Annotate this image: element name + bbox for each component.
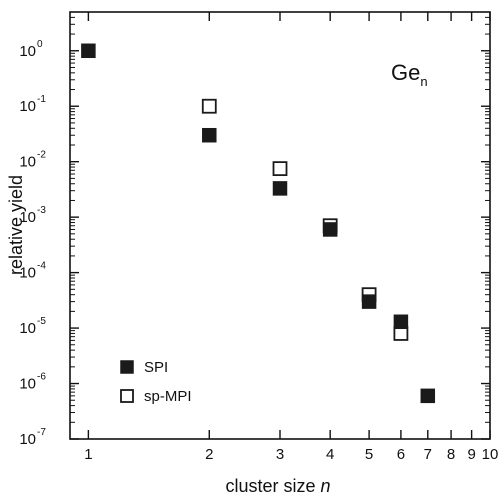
x-tick-label: 1 — [84, 446, 92, 463]
data-point-spi — [272, 181, 288, 196]
data-point-spi — [393, 314, 409, 330]
x-tick-label: 9 — [467, 446, 475, 463]
y-tick-exponent: -1 — [37, 94, 46, 105]
legend: SPI sp-MPI — [120, 359, 192, 405]
x-tick-label: 4 — [326, 446, 334, 463]
data-point-sp-mpi — [393, 326, 409, 341]
x-tick-label: 3 — [276, 446, 284, 463]
data-point-spi — [81, 43, 96, 59]
annotation-main: Ge — [391, 60, 420, 85]
y-tick-label: 10 — [19, 209, 36, 226]
y-tick-exponent: -7 — [37, 427, 46, 438]
y-axis-label: relative yield — [6, 175, 26, 275]
y-tick-exponent: -3 — [37, 205, 46, 216]
x-tick-label: 8 — [447, 446, 455, 463]
x-tick-label: 10 — [482, 446, 499, 463]
x-tick-label: 5 — [365, 446, 373, 463]
annotation-subscript: n — [420, 74, 427, 89]
x-tick-label: 2 — [205, 446, 213, 463]
x-tick-label: 7 — [424, 446, 432, 463]
y-tick-exponent: -6 — [37, 372, 46, 383]
y-tick-label: 10 — [19, 376, 36, 393]
x-tick-label: 6 — [397, 446, 405, 463]
y-tick-label: 10 — [19, 154, 36, 171]
legend-label-spi: SPI — [144, 359, 168, 376]
legend-marker-spi — [120, 360, 134, 374]
data-point-sp-mpi — [272, 161, 288, 177]
data-point-sp-mpi — [322, 218, 338, 234]
data-point-spi — [420, 388, 436, 404]
data-point-sp-mpi — [201, 98, 217, 114]
data-markers — [81, 43, 436, 404]
legend-marker-sp-mpi — [120, 389, 134, 403]
y-tick-exponent: -2 — [37, 150, 46, 161]
x-axis-label-text: cluster size — [225, 476, 315, 496]
y-tick-label: 10 — [19, 98, 36, 115]
y-tick-exponent: -4 — [37, 261, 46, 272]
y-tick-label: 10 — [19, 431, 36, 448]
x-axis-label: cluster size n — [225, 476, 330, 496]
legend-label-sp-mpi: sp-MPI — [144, 388, 192, 405]
data-point-spi — [202, 127, 217, 143]
y-tick-exponent: 0 — [37, 39, 43, 50]
y-tick-label: 10 — [19, 320, 36, 337]
y-tick-exponent: -5 — [37, 316, 46, 327]
y-tick-label: 10 — [19, 265, 36, 282]
x-axis-label-var: n — [321, 476, 331, 496]
data-point-sp-mpi — [361, 287, 377, 303]
annotation-label: Gen — [391, 60, 428, 89]
y-tick-label: 10 — [19, 43, 36, 60]
x-axis-ticks: 1 2 3 4 5 6 7 8 9 10 — [84, 12, 498, 463]
